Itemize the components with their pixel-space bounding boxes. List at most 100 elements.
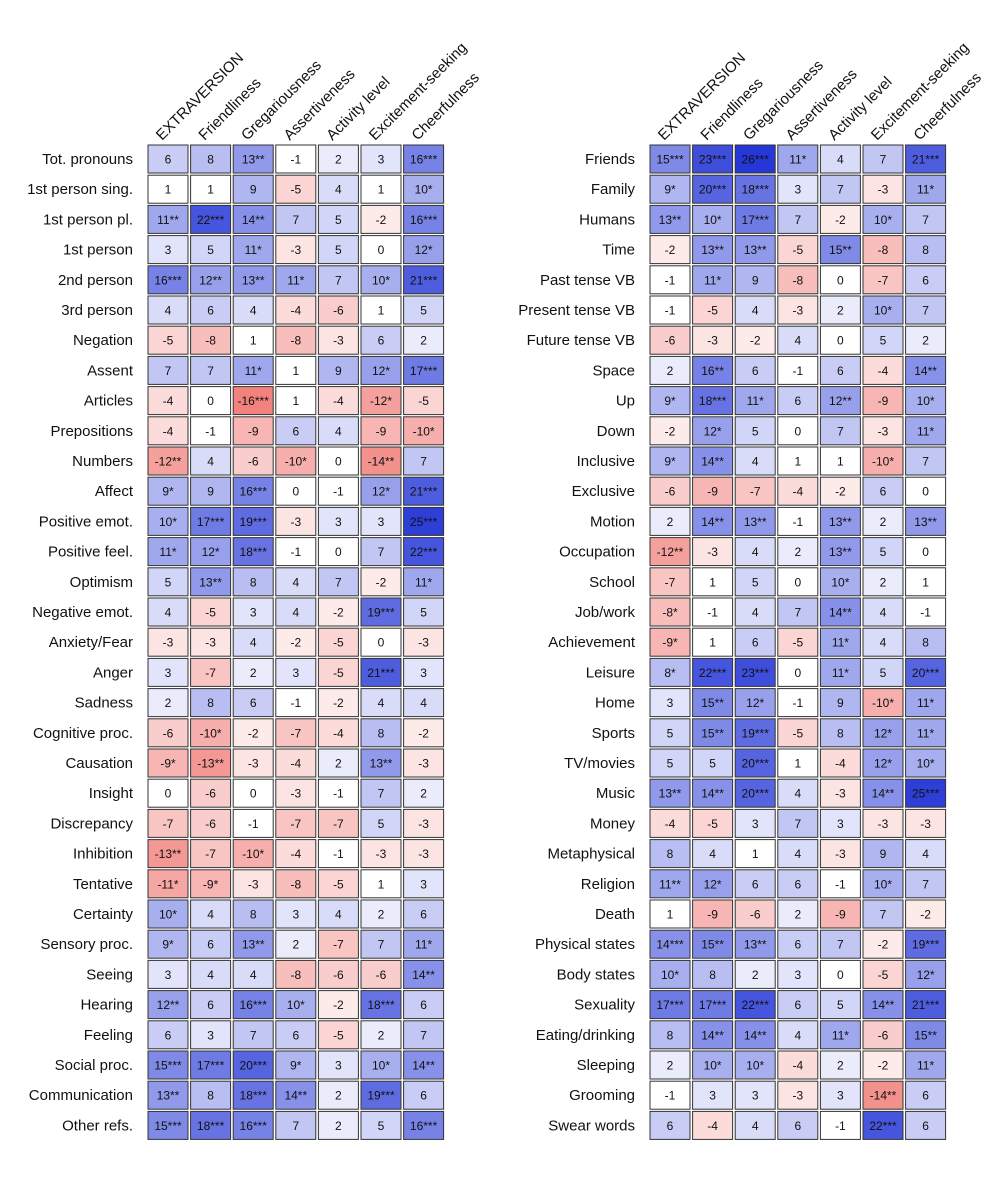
cell-value-label: 13** bbox=[242, 273, 265, 287]
row-label: 2nd person bbox=[58, 272, 133, 289]
cell-value-label: 10* bbox=[415, 183, 433, 197]
cell-value-label: 3 bbox=[165, 666, 172, 680]
cell-value-label: 7 bbox=[292, 213, 299, 227]
heatmap-cell bbox=[862, 446, 904, 476]
heatmap-cell bbox=[147, 929, 189, 959]
heatmap-cell bbox=[147, 144, 189, 174]
cell-value-label: 20*** bbox=[699, 183, 727, 197]
heatmap-cell bbox=[905, 235, 947, 265]
cell-value-label: 13** bbox=[701, 243, 724, 257]
heatmap-cell bbox=[649, 1110, 691, 1140]
heatmap-cell bbox=[275, 748, 317, 778]
cell-value-label: 2 bbox=[667, 364, 674, 378]
cell-value-label: 23*** bbox=[699, 153, 727, 167]
row-label: Negative emot. bbox=[32, 604, 133, 621]
heatmap-cell bbox=[734, 1110, 776, 1140]
cell-value-label: 11** bbox=[659, 877, 681, 891]
row-label: Discrepancy bbox=[50, 815, 133, 832]
cell-value-label: 17*** bbox=[410, 364, 438, 378]
heatmap-cell bbox=[692, 416, 734, 446]
heatmap-cell bbox=[862, 990, 904, 1020]
cell-value-label: 0 bbox=[165, 787, 172, 801]
cell-value-label: 9* bbox=[162, 485, 174, 499]
cell-value-label: -1 bbox=[792, 696, 803, 710]
heatmap-cell bbox=[692, 174, 734, 204]
cell-value-label: 11* bbox=[245, 364, 262, 378]
heatmap-cell bbox=[862, 1020, 904, 1050]
cell-value-label: 19*** bbox=[742, 726, 770, 740]
heatmap-cell bbox=[692, 144, 734, 174]
cell-value-label: 10* bbox=[661, 968, 679, 982]
cell-value-label: 10* bbox=[874, 213, 892, 227]
cell-value-label: 22*** bbox=[742, 998, 770, 1012]
cell-value-label: -1 bbox=[665, 1089, 676, 1103]
cell-value-label: 3 bbox=[752, 817, 759, 831]
heatmap-cell bbox=[275, 869, 317, 899]
cell-value-label: -10* bbox=[200, 726, 222, 740]
heatmap-cell bbox=[862, 506, 904, 536]
heatmap-cell bbox=[190, 1080, 232, 1110]
row-label: Achievement bbox=[548, 634, 636, 651]
cell-value-label: 18*** bbox=[240, 1089, 268, 1103]
cell-value-label: 6 bbox=[794, 877, 801, 891]
cell-value-label: 13** bbox=[659, 787, 682, 801]
cell-value-label: 5 bbox=[752, 424, 759, 438]
cell-value-label: 12** bbox=[199, 273, 222, 287]
cell-value-label: -5 bbox=[792, 243, 803, 257]
heatmap-cell bbox=[777, 657, 819, 687]
cell-value-label: 10* bbox=[159, 908, 177, 922]
cell-value-label: -12** bbox=[657, 545, 684, 559]
heatmap-cell bbox=[275, 174, 317, 204]
heatmap-cell bbox=[692, 506, 734, 536]
cell-value-label: 4 bbox=[794, 1028, 801, 1042]
cell-value-label: 12* bbox=[917, 968, 935, 982]
cell-value-label: 8 bbox=[207, 696, 214, 710]
heatmap-cell bbox=[819, 808, 861, 838]
heatmap-cell bbox=[190, 416, 232, 446]
cell-value-label: 6 bbox=[794, 394, 801, 408]
heatmap-cell bbox=[232, 446, 274, 476]
cell-value-label: -5 bbox=[205, 606, 216, 620]
cell-value-label: 8 bbox=[207, 1089, 214, 1103]
cell-value-label: 0 bbox=[250, 787, 257, 801]
heatmap-cell bbox=[819, 597, 861, 627]
heatmap-cell bbox=[147, 386, 189, 416]
row-label: Physical states bbox=[535, 936, 635, 953]
heatmap-cell bbox=[403, 959, 445, 989]
cell-value-label: -4 bbox=[792, 1059, 803, 1073]
cell-value-label: 3 bbox=[709, 1089, 716, 1103]
heatmap-cell bbox=[275, 446, 317, 476]
heatmap-cell bbox=[905, 537, 947, 567]
heatmap-cell bbox=[403, 657, 445, 687]
heatmap-cell bbox=[317, 1050, 359, 1080]
cell-value-label: 2 bbox=[667, 515, 674, 529]
heatmap-cell bbox=[190, 265, 232, 295]
heatmap-cell bbox=[862, 869, 904, 899]
cell-value-label: -7 bbox=[205, 666, 216, 680]
heatmap-cell bbox=[232, 1050, 274, 1080]
cell-value-label: 9 bbox=[752, 273, 759, 287]
heatmap-cell bbox=[360, 476, 402, 506]
heatmap-cell bbox=[649, 144, 691, 174]
heatmap-cell bbox=[649, 1020, 691, 1050]
cell-value-label: 15*** bbox=[154, 1059, 182, 1073]
cell-value-label: 14** bbox=[701, 1028, 724, 1042]
cell-value-label: -6 bbox=[750, 908, 761, 922]
heatmap-cell bbox=[190, 778, 232, 808]
heatmap-cell bbox=[190, 657, 232, 687]
cell-value-label: -9 bbox=[707, 908, 718, 922]
heatmap-cell bbox=[403, 748, 445, 778]
heatmap-cell bbox=[275, 325, 317, 355]
heatmap-cell bbox=[692, 355, 734, 385]
cell-value-label: -3 bbox=[792, 304, 803, 318]
cell-value-label: 2 bbox=[378, 1028, 385, 1042]
cell-value-label: 0 bbox=[207, 394, 214, 408]
heatmap-cell bbox=[232, 567, 274, 597]
heatmap-cell bbox=[862, 929, 904, 959]
heatmap-cell bbox=[734, 688, 776, 718]
cell-value-label: 7 bbox=[292, 1119, 299, 1133]
cell-value-label: 12* bbox=[704, 424, 722, 438]
row-label: 1st person sing. bbox=[27, 181, 133, 198]
row-label: Sensory proc. bbox=[40, 936, 133, 953]
heatmap-cell bbox=[275, 355, 317, 385]
